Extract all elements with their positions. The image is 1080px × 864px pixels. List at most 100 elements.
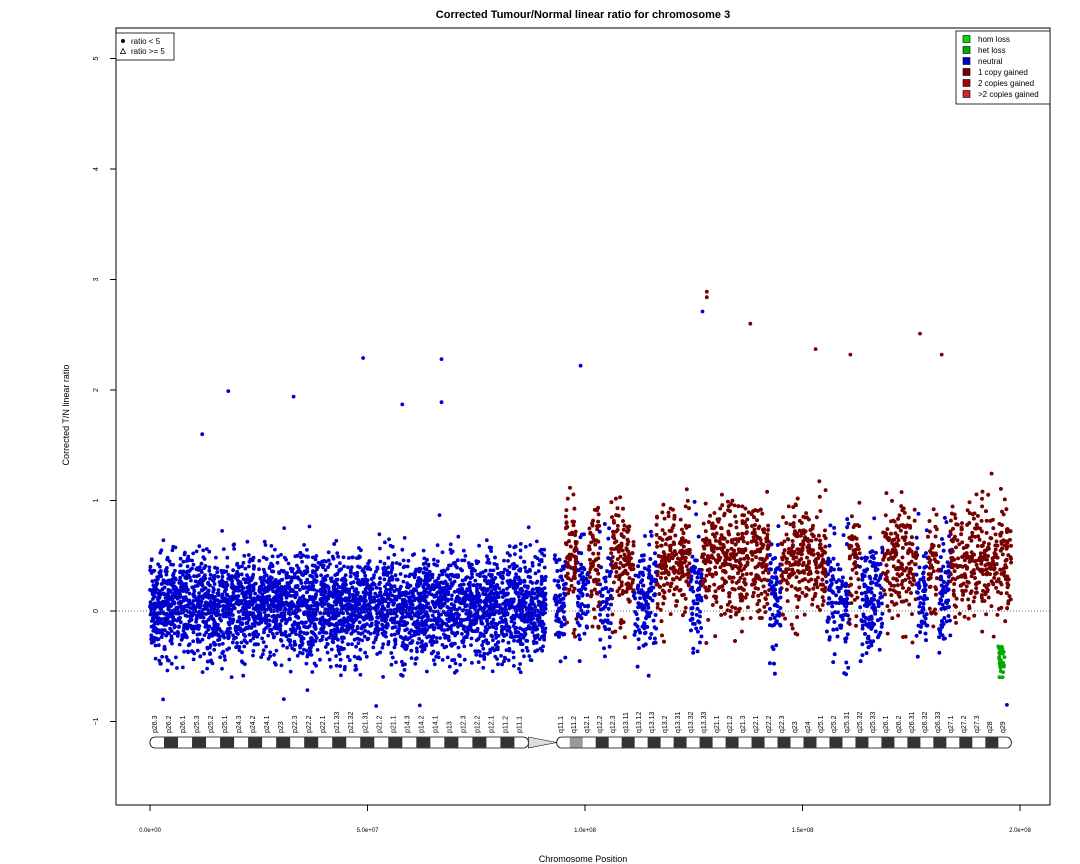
- data-point: [228, 598, 233, 603]
- data-point: [168, 611, 173, 615]
- data-point: [332, 542, 337, 546]
- data-point: [334, 654, 338, 658]
- data-point: [517, 666, 521, 671]
- data-point: [343, 598, 348, 603]
- data-point: [467, 585, 472, 590]
- data-point: [540, 621, 545, 625]
- data-point: [226, 572, 231, 577]
- data-point: [353, 628, 358, 633]
- data-point: [459, 617, 463, 622]
- data-point: [395, 629, 400, 634]
- data-point: [358, 647, 363, 652]
- data-point: [169, 562, 173, 567]
- data-point: [186, 623, 191, 627]
- data-point: [251, 622, 256, 627]
- data-point: [414, 624, 418, 629]
- data-point: [200, 670, 205, 674]
- data-point: [490, 669, 495, 674]
- data-point: [394, 660, 398, 665]
- data-point: [285, 602, 290, 607]
- data-point: [453, 641, 457, 646]
- data-point: [201, 587, 206, 592]
- data-point: [394, 598, 399, 602]
- data-point: [477, 543, 481, 548]
- data-point: [268, 654, 273, 658]
- data-point: [298, 588, 302, 592]
- data-point: [446, 605, 451, 610]
- data-point: [197, 591, 202, 595]
- data-point: [328, 664, 333, 669]
- data-point: [298, 650, 302, 655]
- data-point: [429, 651, 434, 656]
- data-point: [240, 564, 244, 569]
- data-point: [416, 578, 421, 583]
- data-point: [328, 593, 332, 598]
- data-point: [353, 594, 357, 599]
- data-point: [469, 592, 474, 596]
- data-point: [251, 566, 256, 571]
- data-point: [347, 595, 352, 600]
- data-point: [270, 632, 275, 636]
- data-point: [458, 662, 463, 667]
- data-point: [242, 553, 247, 558]
- data-point: [380, 645, 385, 650]
- data-point: [312, 632, 316, 636]
- data-point: [262, 630, 266, 635]
- data-point: [189, 617, 194, 622]
- data-point: [449, 581, 454, 585]
- data-point: [220, 529, 225, 533]
- data-point: [220, 641, 225, 646]
- data-point: [403, 574, 408, 578]
- data-point: [333, 573, 337, 577]
- data-point: [528, 543, 533, 547]
- data-point: [539, 605, 543, 610]
- data-point: [330, 637, 335, 641]
- data-point: [171, 573, 175, 578]
- data-point: [180, 665, 185, 670]
- data-point: [212, 582, 217, 586]
- data-point: [310, 555, 315, 560]
- data-point: [194, 549, 199, 554]
- data-point: [312, 563, 317, 568]
- data-point: [426, 634, 431, 639]
- data-point: [302, 543, 306, 547]
- data-point: [220, 666, 224, 671]
- data-point: [216, 633, 221, 638]
- data-point: [237, 615, 242, 620]
- data-point: [256, 616, 260, 621]
- data-point: [522, 604, 527, 609]
- data-point: [310, 670, 315, 674]
- data-point: [242, 627, 247, 632]
- data-point: [436, 559, 440, 564]
- data-point: [540, 592, 544, 597]
- data-point: [152, 635, 157, 640]
- data-point: [442, 645, 447, 650]
- data-point: [291, 611, 296, 616]
- data-point: [160, 628, 164, 633]
- data-point: [209, 604, 214, 609]
- data-point: [223, 658, 227, 662]
- data-point: [530, 599, 535, 604]
- data-point: [468, 602, 473, 606]
- data-point: [541, 600, 546, 604]
- data-point: [389, 662, 394, 667]
- data-point: [195, 637, 200, 642]
- data-point: [220, 630, 224, 634]
- data-point: [460, 568, 464, 573]
- data-point: [537, 562, 542, 567]
- data-point: [503, 617, 508, 622]
- data-point: [389, 598, 393, 602]
- data-point: [535, 608, 540, 613]
- data-point: [148, 612, 153, 617]
- data-point: [195, 613, 199, 618]
- data-point: [486, 580, 491, 585]
- data-point: [304, 631, 309, 636]
- data-point: [162, 592, 167, 597]
- data-point: [257, 558, 262, 563]
- data-point: [421, 562, 426, 566]
- data-point: [455, 630, 460, 635]
- data-point: [190, 650, 195, 654]
- data-point: [393, 621, 398, 625]
- data-point: [422, 566, 427, 571]
- data-point: [468, 605, 473, 610]
